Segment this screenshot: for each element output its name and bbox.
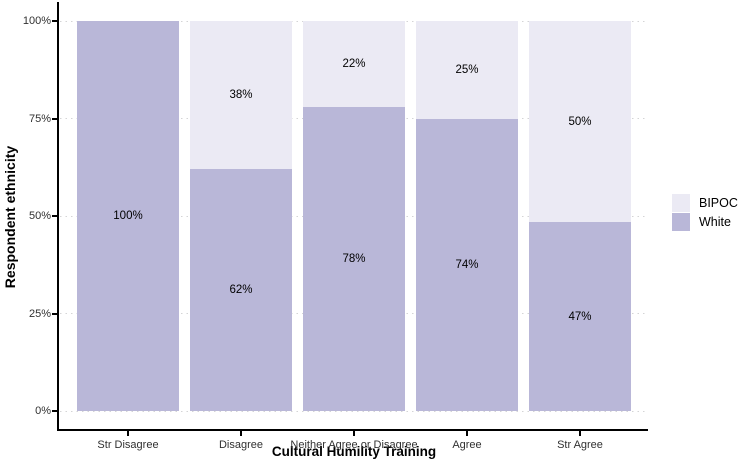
y-tick-mark-50-	[52, 215, 58, 217]
bar-segment-white-str-disagree	[77, 21, 179, 411]
legend-item-white: White	[672, 212, 738, 231]
y-tick-label-75-: 75%	[28, 112, 51, 125]
x-tick-label-agree: Agree	[452, 439, 482, 451]
y-axis-line	[57, 2, 59, 431]
bar-label-bipoc-str-agree: 50%	[568, 115, 592, 128]
bar-segment-white-agree	[416, 119, 518, 411]
bar-segment-white-neither-agree-or-disagree	[303, 106, 405, 411]
bar-segment-bipoc-agree	[416, 21, 518, 120]
bar-label-bipoc-agree: 25%	[455, 64, 479, 77]
x-axis-line	[57, 429, 648, 431]
bar-label-white-neither-agree-or-disagree: 78%	[342, 252, 366, 265]
y-tick-mark-25-	[52, 312, 58, 315]
x-tick-mark-neither-agree-or-disagree	[353, 431, 355, 436]
y-tick-label-25-: 25%	[28, 307, 51, 320]
bar-segment-bipoc-disagree	[190, 21, 292, 170]
x-tick-mark-disagree	[240, 431, 242, 436]
bar-segment-white-disagree	[190, 169, 292, 411]
gridline-0-	[60, 410, 648, 413]
x-tick-label-disagree: Disagree	[218, 439, 264, 451]
y-tick-mark-0-	[52, 410, 58, 412]
bar-segment-bipoc-str-agree	[529, 21, 631, 223]
bar-label-white-disagree: 62%	[229, 284, 253, 297]
bar-label-bipoc-neither-agree-or-disagree: 22%	[342, 57, 366, 70]
x-axis-title: Cultural Humility Training	[271, 444, 437, 459]
bar-segment-white-str-agree	[529, 222, 631, 411]
legend-swatch-white	[672, 212, 690, 231]
x-tick-mark-str-agree	[579, 431, 581, 436]
legend: BIPOC White	[672, 193, 738, 231]
x-tick-label-str-agree: Str Agree	[557, 439, 603, 451]
bar-label-white-str-disagree: 100%	[113, 210, 143, 222]
bar-label-white-str-agree: 47%	[568, 310, 592, 323]
bar-label-bipoc-disagree: 38%	[229, 89, 253, 102]
y-tick-label-100-: 100%	[22, 15, 51, 27]
x-tick-label-str-disagree: Str Disagree	[97, 439, 159, 451]
y-tick-mark-100-	[52, 20, 58, 22]
legend-label-bipoc: BIPOC	[699, 195, 738, 210]
y-tick-label-50-: 50%	[28, 210, 51, 222]
bar-segment-bipoc-neither-agree-or-disagree	[303, 21, 405, 107]
legend-item-bipoc: BIPOC	[672, 193, 738, 212]
x-tick-mark-agree	[466, 431, 468, 436]
x-tick-label-neither-agree-or-disagree: Neither Agree or Disagree	[290, 439, 418, 451]
x-tick-mark-str-disagree	[127, 431, 129, 436]
y-tick-mark-75-	[52, 117, 58, 120]
legend-label-white: White	[699, 214, 731, 229]
y-tick-label-0-: 0%	[35, 405, 51, 417]
bar-label-white-agree: 74%	[455, 259, 479, 272]
legend-swatch-bipoc	[672, 193, 690, 212]
